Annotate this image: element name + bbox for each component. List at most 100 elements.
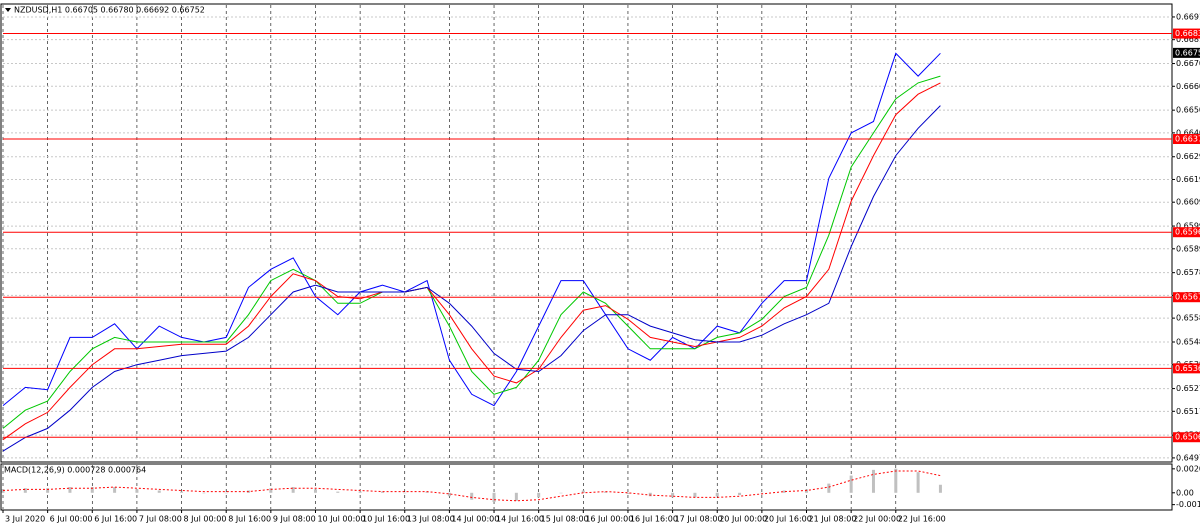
y-tick-label: 0.66295 xyxy=(1176,152,1200,161)
signal-line xyxy=(2,470,941,502)
macd-bar xyxy=(157,490,161,493)
x-tick-label: 16 Jul 16:00 xyxy=(630,515,678,524)
macd-bar xyxy=(514,492,518,501)
macd-bar xyxy=(380,491,384,493)
macd-bar xyxy=(782,490,786,493)
level-label-box xyxy=(1173,134,1200,145)
macd-bar xyxy=(738,492,742,496)
macd-bar xyxy=(648,492,652,497)
macd-bar xyxy=(113,487,117,493)
y-tick-label: 0.66195 xyxy=(1176,175,1200,184)
x-tick-label: 8 Jul 16:00 xyxy=(228,515,271,524)
macd-bar xyxy=(492,492,496,502)
macd-bar xyxy=(180,491,184,493)
moving-average xyxy=(2,75,941,429)
x-tick-label: 6 Jul 16:00 xyxy=(94,515,137,524)
x-tick-label: 14 Jul 00:00 xyxy=(451,515,499,524)
macd-panel xyxy=(0,463,1173,511)
y-tick-label: 0.65175 xyxy=(1176,407,1200,416)
x-tick-label: 3 Jul 2020 xyxy=(5,515,45,524)
chart-title: NZDUSD,H1 0.66705 0.66780 0.66692 0.6675… xyxy=(14,6,205,15)
macd-title: MACD(12,26,9) 0.000728 0.000764 xyxy=(4,466,146,475)
y-tick-label: 0.66095 xyxy=(1176,198,1200,207)
macd-bar xyxy=(805,489,809,493)
last-price-label: 0.66752 xyxy=(1175,48,1200,57)
x-tick-label: 9 Jul 08:00 xyxy=(273,515,316,524)
macd-bar xyxy=(90,487,94,493)
macd-bar xyxy=(537,492,541,498)
level-label: 0.65061 xyxy=(1175,433,1200,442)
macd-bar xyxy=(827,483,831,493)
macd-bar xyxy=(671,492,675,498)
x-tick-label: 10 Jul 16:00 xyxy=(362,515,410,524)
y-tick-label: 0.65585 xyxy=(1176,314,1200,323)
level-label: 0.66373 xyxy=(1175,135,1200,144)
menu-arrow xyxy=(5,8,11,12)
level-label: 0.66837 xyxy=(1175,29,1200,38)
macd-bar xyxy=(916,472,920,493)
macd-bar xyxy=(135,489,139,493)
x-tick-label: 13 Jul 08:00 xyxy=(407,515,455,524)
macd-bar xyxy=(224,492,228,494)
macd-bar xyxy=(1,489,5,493)
y-tick-label: -0.001033 xyxy=(1176,500,1200,509)
y-tick-label: 0.00 xyxy=(1176,488,1194,497)
macd-bar xyxy=(68,487,72,493)
y-tick-label: 0.65990 xyxy=(1176,222,1200,231)
macd-bar xyxy=(23,488,27,493)
level-label-box xyxy=(1173,227,1200,238)
x-tick-label: 10 Jul 00:00 xyxy=(317,515,365,524)
macd-bar xyxy=(447,492,451,497)
y-tick-label: 0.64970 xyxy=(1176,453,1200,462)
level-label-box xyxy=(1173,363,1200,374)
y-tick-label: 0.65785 xyxy=(1176,268,1200,277)
macd-bar xyxy=(849,475,853,493)
x-tick-label: 8 Jul 00:00 xyxy=(184,515,227,524)
level-label: 0.65364 xyxy=(1175,364,1200,373)
macd-bar xyxy=(559,492,563,494)
macd-bar xyxy=(470,492,474,500)
x-tick-label: 22 Jul 16:00 xyxy=(898,515,946,524)
moving-average xyxy=(2,82,941,441)
x-tick-label: 20 Jul 16:00 xyxy=(764,515,812,524)
macd-bar xyxy=(626,492,630,494)
x-tick-label: 20 Jul 00:00 xyxy=(719,515,767,524)
y-tick-label: 0.66810 xyxy=(1176,35,1200,44)
x-tick-label: 21 Jul 08:00 xyxy=(809,515,857,524)
y-tick-label: 0.66500 xyxy=(1176,106,1200,115)
macd-bar xyxy=(358,491,362,493)
level-label-box xyxy=(1173,28,1200,39)
macd-bar xyxy=(715,492,719,497)
macd-bar xyxy=(313,489,317,493)
y-tick-label: 0.65480 xyxy=(1176,337,1200,346)
macd-bar xyxy=(760,492,764,494)
macd-bar xyxy=(403,492,407,494)
moving-average xyxy=(2,105,941,452)
x-tick-label: 14 Jul 16:00 xyxy=(496,515,544,524)
macd-bar xyxy=(693,492,697,498)
y-tick-label: 0.66910 xyxy=(1176,12,1200,21)
macd-bar xyxy=(269,488,273,493)
level-label-box xyxy=(1173,432,1200,443)
y-tick-label: 0.66605 xyxy=(1176,82,1200,91)
macd-bar xyxy=(291,487,295,493)
x-tick-label: 6 Jul 00:00 xyxy=(50,515,93,524)
x-tick-label: 16 Jul 00:00 xyxy=(585,515,633,524)
y-tick-label: 0.66705 xyxy=(1176,59,1200,68)
y-tick-label: 0.002088 xyxy=(1176,464,1200,473)
x-tick-label: 15 Jul 08:00 xyxy=(541,515,589,524)
macd-bar xyxy=(604,491,608,493)
level-label: 0.65963 xyxy=(1175,228,1200,237)
macd-bar xyxy=(336,491,340,493)
level-label-box xyxy=(1173,292,1200,303)
y-tick-label: 0.65890 xyxy=(1176,244,1200,253)
macd-bar xyxy=(871,469,875,493)
last-price-box xyxy=(1173,47,1200,58)
x-tick-label: 22 Jul 00:00 xyxy=(853,515,901,524)
macd-bar xyxy=(46,488,50,493)
macd-bar xyxy=(581,490,585,493)
level-label: 0.65677 xyxy=(1175,293,1200,302)
x-tick-label: 7 Jul 08:00 xyxy=(139,515,182,524)
